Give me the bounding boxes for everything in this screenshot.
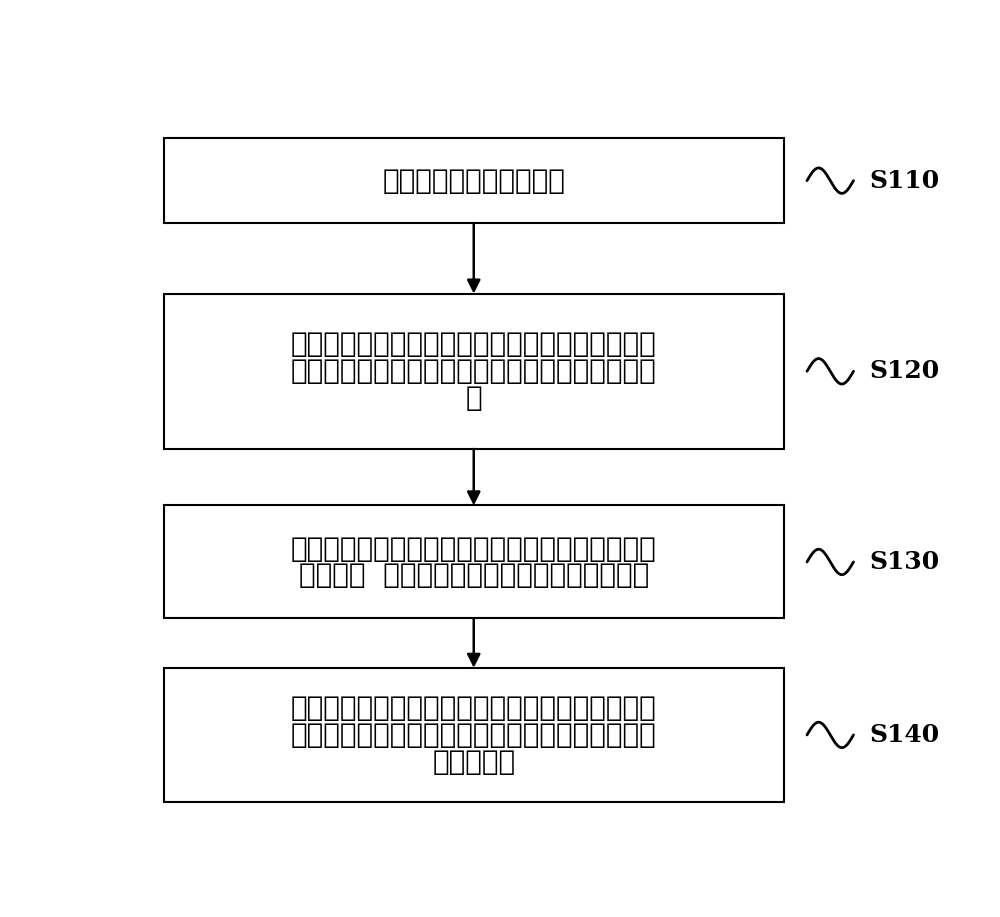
Text: S140: S140 <box>869 723 939 747</box>
Bar <box>164 505 784 618</box>
Bar <box>164 138 784 223</box>
Text: 磁共振图像: 磁共振图像 <box>432 747 515 776</box>
Text: 型: 型 <box>465 384 482 412</box>
Text: 根据平躺姿态、待扫描射频序列参数和预存的射频: 根据平躺姿态、待扫描射频序列参数和预存的射频 <box>291 330 657 359</box>
Text: 根据射频能量吸收率分布模型和待扫描射频序列的: 根据射频能量吸收率分布模型和待扫描射频序列的 <box>291 535 657 562</box>
Text: 若射频能量吸收率分布满足第一分布条件，则根据: 若射频能量吸收率分布满足第一分布条件，则根据 <box>291 694 657 722</box>
Text: 校准参数  确定扫描对象的射频能量吸收率分布: 校准参数 确定扫描对象的射频能量吸收率分布 <box>299 561 649 590</box>
Text: S120: S120 <box>869 359 939 383</box>
Text: S110: S110 <box>869 169 939 193</box>
Bar <box>164 668 784 802</box>
Text: 获取扫描对象的平躺姿态: 获取扫描对象的平躺姿态 <box>382 167 565 194</box>
Text: S130: S130 <box>869 550 939 574</box>
Text: 能量吸收率分布数据库确定射频能量吸收率分布模: 能量吸收率分布数据库确定射频能量吸收率分布模 <box>291 358 657 385</box>
Bar <box>164 293 784 449</box>
Text: 待扫描射频序列执行磁共振扫描，获取扫描对象的: 待扫描射频序列执行磁共振扫描，获取扫描对象的 <box>291 721 657 749</box>
